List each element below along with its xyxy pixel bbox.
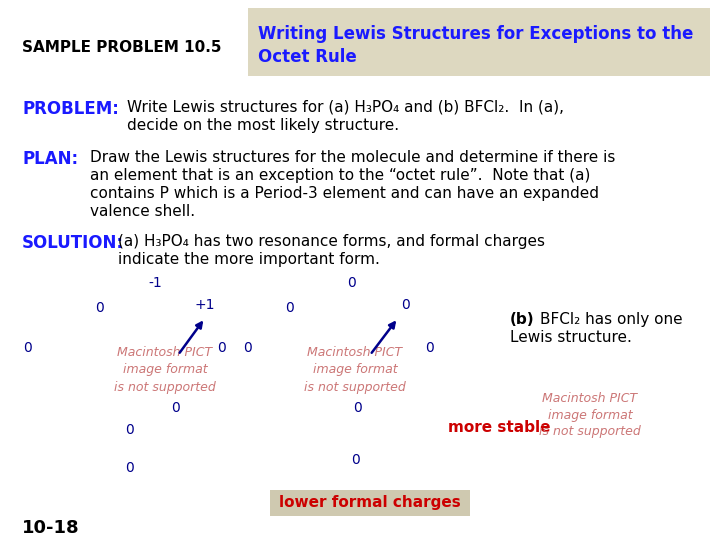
Text: BFCl₂ has only one: BFCl₂ has only one xyxy=(540,312,683,327)
Text: PROBLEM:: PROBLEM: xyxy=(22,100,119,118)
Text: 0: 0 xyxy=(24,341,32,355)
Text: 0: 0 xyxy=(286,301,294,315)
Text: 0: 0 xyxy=(125,423,135,437)
Text: Write Lewis structures for (a) H₃PO₄ and (b) BFCl₂.  In (a),: Write Lewis structures for (a) H₃PO₄ and… xyxy=(127,100,564,115)
Text: decide on the most likely structure.: decide on the most likely structure. xyxy=(127,118,399,133)
Text: an element that is an exception to the “octet rule”.  Note that (a): an element that is an exception to the “… xyxy=(90,168,590,183)
Text: 0: 0 xyxy=(217,341,226,355)
Text: (a) H₃PO₄ has two resonance forms, and formal charges: (a) H₃PO₄ has two resonance forms, and f… xyxy=(118,234,545,249)
Text: 0: 0 xyxy=(400,298,410,312)
Text: 0: 0 xyxy=(354,401,362,415)
Text: 0: 0 xyxy=(426,341,434,355)
Text: 0: 0 xyxy=(96,301,104,315)
Text: indicate the more important form.: indicate the more important form. xyxy=(118,252,380,267)
Text: more stable: more stable xyxy=(448,421,551,435)
Text: 0: 0 xyxy=(351,453,359,467)
Text: 0: 0 xyxy=(171,401,179,415)
Text: Macintosh PICT
image format
is not supported: Macintosh PICT image format is not suppo… xyxy=(114,347,216,394)
Text: SAMPLE PROBLEM 10.5: SAMPLE PROBLEM 10.5 xyxy=(22,39,222,55)
Text: Octet Rule: Octet Rule xyxy=(258,48,356,66)
Text: Macintosh PICT
image format
is not supported: Macintosh PICT image format is not suppo… xyxy=(539,392,641,438)
Text: Draw the Lewis structures for the molecule and determine if there is: Draw the Lewis structures for the molecu… xyxy=(90,150,616,165)
Text: 10-18: 10-18 xyxy=(22,519,80,537)
Text: SOLUTION:: SOLUTION: xyxy=(22,234,124,252)
Text: Lewis structure.: Lewis structure. xyxy=(510,330,632,345)
Text: contains P which is a Period-3 element and can have an expanded: contains P which is a Period-3 element a… xyxy=(90,186,599,201)
FancyBboxPatch shape xyxy=(270,490,470,516)
Text: -1: -1 xyxy=(148,276,162,290)
Text: lower formal charges: lower formal charges xyxy=(279,496,461,510)
FancyBboxPatch shape xyxy=(248,8,710,76)
Text: 0: 0 xyxy=(243,341,253,355)
Text: Writing Lewis Structures for Exceptions to the: Writing Lewis Structures for Exceptions … xyxy=(258,25,693,43)
Text: 0: 0 xyxy=(348,276,356,290)
Text: valence shell.: valence shell. xyxy=(90,204,195,219)
Text: +1: +1 xyxy=(194,298,215,312)
Text: 0: 0 xyxy=(125,461,135,475)
Text: Macintosh PICT
image format
is not supported: Macintosh PICT image format is not suppo… xyxy=(304,347,406,394)
Text: PLAN:: PLAN: xyxy=(22,150,78,168)
Text: (b): (b) xyxy=(510,312,535,327)
